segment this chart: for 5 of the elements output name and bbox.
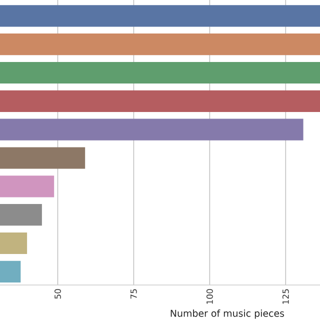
x-tick-label: 125 xyxy=(282,289,289,304)
x-tick-label: 100 xyxy=(206,289,213,304)
x-axis-title: Number of music pieces xyxy=(170,310,284,319)
x-tick-label: 75 xyxy=(130,289,137,299)
x-tick-label: 50 xyxy=(54,289,61,299)
